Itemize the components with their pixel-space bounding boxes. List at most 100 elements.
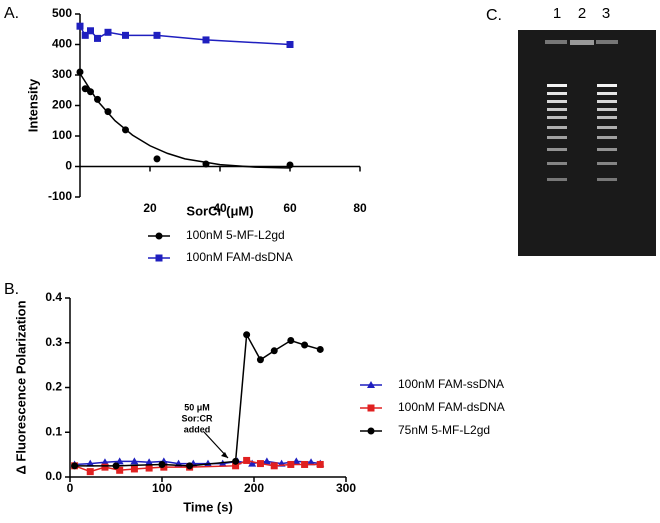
panel-label: A. <box>4 5 19 22</box>
marker <box>270 462 278 470</box>
annotation: Sor:CR <box>182 413 213 423</box>
panel-label: C. <box>486 7 502 24</box>
marker <box>87 27 94 35</box>
legend-label: 100nM 5-MF-L2gd <box>186 228 285 242</box>
x-axis-label: Time (s) <box>183 499 233 514</box>
band <box>547 100 567 103</box>
marker <box>81 31 89 39</box>
y-axis-label: Δ Fluorescence Polarization <box>13 300 28 474</box>
marker <box>115 457 124 465</box>
series-line <box>74 332 321 467</box>
well <box>570 40 594 45</box>
band <box>597 126 617 129</box>
band <box>547 126 567 129</box>
marker <box>71 462 79 470</box>
marker <box>81 85 89 93</box>
panel-label: B. <box>4 281 19 298</box>
x-tick-label: 200 <box>244 481 264 495</box>
marker <box>130 457 139 465</box>
band <box>547 162 567 165</box>
y-tick-label: 0.2 <box>45 380 62 394</box>
band <box>597 116 617 119</box>
marker <box>158 460 166 468</box>
marker <box>232 462 240 470</box>
marker <box>270 347 278 355</box>
marker <box>202 160 210 168</box>
y-tick-label: 200 <box>52 98 72 112</box>
x-tick-label: 60 <box>283 201 297 215</box>
gel-bands <box>545 40 618 181</box>
marker <box>153 31 161 39</box>
marker <box>130 465 138 473</box>
marker <box>76 22 84 30</box>
series-line <box>74 460 321 466</box>
band <box>547 108 567 111</box>
marker <box>104 108 112 116</box>
y-tick-label: 500 <box>52 6 72 20</box>
marker <box>256 460 264 468</box>
marker <box>243 331 251 339</box>
band <box>597 178 617 181</box>
series-line <box>79 73 291 169</box>
marker <box>94 95 101 103</box>
legend-marker <box>367 404 375 412</box>
marker <box>76 68 84 76</box>
well <box>545 40 567 44</box>
y-tick-label: 0.0 <box>45 469 62 483</box>
marker <box>286 161 294 169</box>
band <box>597 84 617 87</box>
marker <box>145 464 153 472</box>
legend-label: 100nM FAM-ssDNA <box>398 377 504 391</box>
marker <box>116 466 124 474</box>
marker <box>248 459 257 467</box>
x-axis-label: SorCr (μM) <box>186 203 253 218</box>
band <box>547 148 567 151</box>
marker <box>286 41 294 48</box>
marker <box>287 460 295 468</box>
marker <box>145 458 154 466</box>
x-tick-label: 80 <box>353 201 367 215</box>
y-tick-label: -100 <box>48 189 72 203</box>
legend-marker <box>155 254 163 262</box>
marker <box>316 460 324 468</box>
y-tick-label: 300 <box>52 67 72 81</box>
legend-marker <box>155 232 163 240</box>
lane-label: 3 <box>602 5 610 22</box>
marker <box>122 126 129 134</box>
y-tick-label: 0.4 <box>45 290 62 304</box>
marker <box>301 341 309 349</box>
band <box>597 162 617 165</box>
marker <box>186 462 194 470</box>
y-tick-label: 0.1 <box>45 424 62 438</box>
band <box>547 116 567 119</box>
band <box>597 100 617 103</box>
legend-label: 100nM FAM-dsDNA <box>398 400 505 414</box>
lane-label: 1 <box>553 5 561 22</box>
band <box>597 136 617 139</box>
marker <box>86 468 94 476</box>
marker <box>153 155 161 163</box>
annotation: 50 μM <box>184 402 210 412</box>
marker <box>202 36 210 44</box>
marker <box>232 457 240 465</box>
marker <box>307 458 316 466</box>
band <box>547 178 567 181</box>
y-tick-label: 400 <box>52 37 72 51</box>
y-tick-label: 100 <box>52 128 72 142</box>
y-axis-label: Intensity <box>25 78 40 132</box>
band <box>547 84 567 87</box>
marker <box>122 31 129 39</box>
arrow-head <box>221 452 228 458</box>
marker <box>292 457 301 465</box>
well <box>596 40 618 44</box>
x-tick-label: 0 <box>67 481 74 495</box>
lane-label: 2 <box>578 5 586 22</box>
y-tick-label: 0 <box>65 159 72 173</box>
marker <box>287 337 295 345</box>
annotation: added <box>184 424 211 434</box>
x-tick-label: 20 <box>143 201 157 215</box>
marker <box>301 460 309 468</box>
legend-label: 75nM 5-MF-L2gd <box>398 423 490 437</box>
x-tick-label: 40 <box>213 201 227 215</box>
marker <box>256 356 264 364</box>
